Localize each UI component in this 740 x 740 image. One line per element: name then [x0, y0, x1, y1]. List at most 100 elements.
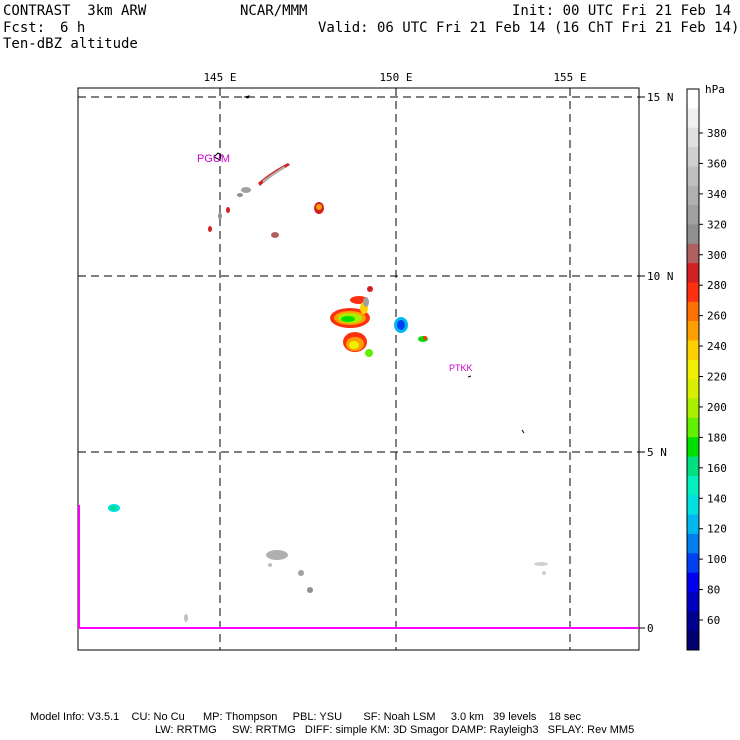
- island-outlines: [213, 95, 525, 434]
- colorbar-swatch: [687, 108, 699, 129]
- echo-cell: [307, 587, 313, 593]
- echo-cell: [365, 349, 373, 357]
- colorbar-swatch: [687, 456, 699, 477]
- colorbar-label: 320: [707, 218, 727, 231]
- colorbar-label: 260: [707, 310, 727, 323]
- echo-cell: [266, 550, 288, 560]
- colorbar-label: 200: [707, 401, 727, 414]
- colorbar-swatch: [687, 282, 699, 303]
- echo-cell: [110, 506, 116, 510]
- forecast-label: Fcst:: [3, 20, 46, 36]
- colorbar-label: 240: [707, 340, 727, 353]
- right-ticks: [639, 96, 645, 629]
- colorbar-swatch: [687, 224, 699, 245]
- echo-complex-central: [330, 286, 428, 357]
- lat-label-10n: 10 N: [647, 270, 674, 283]
- forecast-hours: 6 h: [60, 20, 86, 36]
- colorbar-swatch: [687, 185, 699, 206]
- station-label-ptkk: PTKK: [449, 363, 473, 373]
- colorbar-swatch: [687, 553, 699, 574]
- echo-cell: [271, 232, 279, 238]
- colorbar-label: 180: [707, 431, 727, 444]
- station-label-pgum: PGUM: [197, 153, 230, 165]
- lat-label-5n: 5 N: [647, 446, 667, 459]
- colorbar-swatch: [687, 243, 699, 264]
- colorbar: [686, 88, 700, 651]
- colorbar-label: 120: [707, 523, 727, 536]
- echo-cell: [241, 187, 251, 193]
- colorbar-swatch: [687, 591, 699, 612]
- colorbar-swatch: [687, 321, 699, 341]
- colorbar-label: 280: [707, 279, 727, 292]
- map-frame: [77, 87, 640, 651]
- echo-cell: [534, 562, 548, 566]
- colorbar-swatch: [687, 630, 699, 651]
- colorbar-label: 140: [707, 492, 727, 505]
- lon-label-145e: 145 E: [203, 71, 236, 84]
- colorbar-swatch: [687, 475, 699, 496]
- colorbar-swatch: [687, 417, 699, 438]
- colorbar-swatch: [687, 514, 699, 535]
- colorbar-label: 340: [707, 188, 727, 201]
- island-north: [243, 95, 250, 99]
- colorbar-swatch: [687, 205, 699, 225]
- init-time: Init: 00 UTC Fri 21 Feb 14: [512, 3, 732, 19]
- echo-cell: [367, 286, 373, 292]
- echo-cells-south: [108, 504, 548, 622]
- echo-cell: [363, 297, 369, 307]
- colorbar-swatch: [687, 572, 699, 593]
- organization-label: NCAR/MMM: [240, 3, 308, 19]
- colorbar-swatch: [687, 495, 699, 516]
- echo-cell: [341, 316, 355, 322]
- island-east: [521, 429, 525, 434]
- colorbar-swatch: [687, 127, 699, 148]
- colorbar-swatch: [687, 611, 699, 632]
- echo-streak-gray: [262, 166, 285, 183]
- colorbar-swatch: [687, 147, 699, 167]
- lat-label-0: 0: [647, 622, 654, 635]
- colorbar-label: 160: [707, 462, 727, 475]
- colorbar-swatch: [687, 89, 699, 109]
- colorbar-swatch: [687, 263, 699, 283]
- field-name: Ten-dBZ altitude: [3, 36, 138, 52]
- colorbar-swatch: [687, 533, 699, 554]
- domain-boundary: [78, 505, 639, 629]
- colorbar-swatch: [687, 398, 699, 419]
- valid-time: Valid: 06 UTC Fri 21 Feb 14 (16 ChT Fri …: [318, 20, 740, 36]
- colorbar-swatch: [687, 301, 699, 322]
- echo-cell: [397, 320, 405, 330]
- echo-cell: [208, 226, 212, 232]
- echo-cell: [218, 213, 222, 219]
- colorbar-swatch: [687, 340, 699, 361]
- colorbar-label: 300: [707, 249, 727, 262]
- colorbar-label: 220: [707, 371, 727, 384]
- colorbar-unit: hPa: [705, 83, 725, 96]
- echo-cell: [316, 204, 322, 210]
- island-chuuk: [467, 375, 472, 378]
- colorbar-swatch: [687, 359, 699, 380]
- colorbar-labels: 380 360 340 320 300 280 260 240 220 200 180 160 140 1…: [699, 127, 727, 627]
- island-guam: [213, 152, 222, 161]
- colorbar-label: 60: [707, 614, 720, 627]
- colorbar-label: 380: [707, 127, 727, 140]
- colorbar-swatch: [687, 379, 699, 400]
- echo-cell: [237, 193, 243, 197]
- model-info-line1: Model Info: V3.5.1 CU: No Cu MP: Thompso…: [30, 711, 582, 723]
- colorbar-frame: [686, 88, 700, 651]
- colorbar-swatch: [687, 437, 699, 458]
- model-info-line2: LW: RRTMG SW: RRTMG DIFF: simple KM: 3D …: [155, 724, 635, 736]
- lon-label-155e: 155 E: [553, 71, 586, 84]
- echo-cell: [349, 341, 359, 349]
- lon-label-150e: 150 E: [379, 71, 412, 84]
- lat-lon-grid: [78, 88, 639, 650]
- echo-cells-north: [208, 163, 324, 238]
- echo-cell: [542, 571, 546, 575]
- colorbar-label: 80: [707, 584, 720, 597]
- echo-cell: [268, 563, 272, 567]
- echo-cell: [184, 614, 188, 622]
- echo-cell: [226, 207, 230, 213]
- colorbar-swatch: [687, 166, 699, 187]
- model-title: CONTRAST 3km ARW: [3, 3, 147, 19]
- lat-label-15n: 15 N: [647, 91, 674, 104]
